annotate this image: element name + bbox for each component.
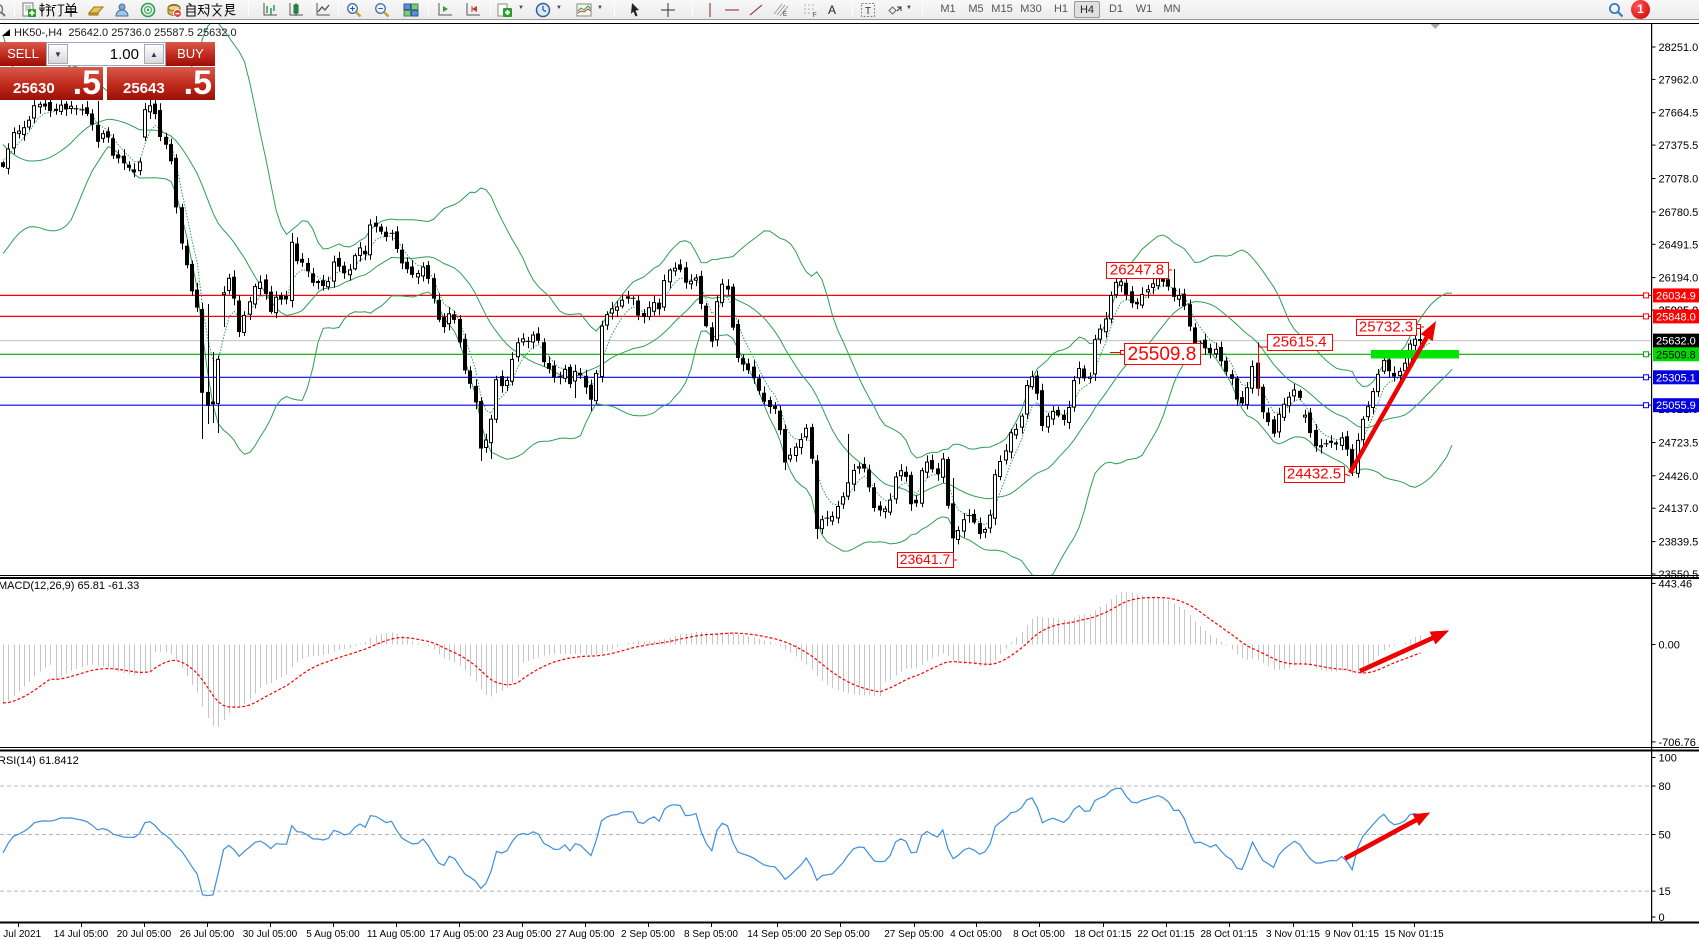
svg-text:F: F	[813, 13, 817, 18]
svg-text:14 Jul 05:00: 14 Jul 05:00	[54, 929, 109, 940]
svg-text:15: 15	[1659, 886, 1671, 898]
svg-text:11 Aug 05:00: 11 Aug 05:00	[367, 929, 426, 940]
svg-text:25615.4: 25615.4	[1272, 334, 1326, 351]
svg-text:17 Aug 05:00: 17 Aug 05:00	[430, 929, 489, 940]
svg-text:26491.5: 26491.5	[1659, 239, 1699, 251]
svg-text:8 Oct 05:00: 8 Oct 05:00	[1013, 929, 1065, 940]
svg-text:8 Sep 05:00: 8 Sep 05:00	[684, 929, 738, 940]
svg-text:27664.5: 27664.5	[1659, 108, 1699, 120]
svg-text:28251.0: 28251.0	[1659, 42, 1699, 54]
svg-text:25055.9: 25055.9	[1656, 400, 1696, 412]
svg-text:443.46: 443.46	[1659, 578, 1693, 590]
svg-text:26247.8: 26247.8	[1110, 262, 1164, 279]
svg-text:25509.8: 25509.8	[1128, 344, 1197, 365]
svg-text:18 Oct 01:15: 18 Oct 01:15	[1074, 929, 1132, 940]
svg-text:50: 50	[1659, 830, 1671, 842]
svg-text:9 Nov 01:15: 9 Nov 01:15	[1325, 929, 1379, 940]
svg-text:27078.0: 27078.0	[1659, 174, 1699, 186]
svg-text:23 Aug 05:00: 23 Aug 05:00	[493, 929, 552, 940]
svg-text:25305.1: 25305.1	[1656, 372, 1696, 384]
svg-text:25632.0: 25632.0	[1656, 336, 1696, 348]
svg-text:2 Sep 05:00: 2 Sep 05:00	[621, 929, 675, 940]
svg-text:20 Sep 05:00: 20 Sep 05:00	[810, 929, 870, 940]
svg-text:26194.0: 26194.0	[1659, 273, 1699, 285]
svg-text:27962.0: 27962.0	[1659, 74, 1699, 86]
svg-text:MACD(12,26,9) 65.81 -61.33: MACD(12,26,9) 65.81 -61.33	[0, 580, 139, 592]
svg-text:15 Nov 01:15: 15 Nov 01:15	[1384, 929, 1444, 940]
svg-text:30 Jul 05:00: 30 Jul 05:00	[243, 929, 298, 940]
svg-text:24723.5: 24723.5	[1659, 438, 1699, 450]
svg-text:-706.76: -706.76	[1659, 737, 1696, 749]
svg-text:23550.5: 23550.5	[1659, 569, 1699, 581]
svg-text:26780.5: 26780.5	[1659, 207, 1699, 219]
svg-text:25509.8: 25509.8	[1656, 349, 1696, 361]
svg-text:20 Jul 05:00: 20 Jul 05:00	[117, 929, 172, 940]
svg-text:26 Jul 05:00: 26 Jul 05:00	[180, 929, 235, 940]
svg-text:3 Nov 01:15: 3 Nov 01:15	[1266, 929, 1320, 940]
svg-text:24137.0: 24137.0	[1659, 503, 1699, 515]
svg-text:5 Aug 05:00: 5 Aug 05:00	[306, 929, 360, 940]
svg-text:27 Sep 05:00: 27 Sep 05:00	[884, 929, 944, 940]
svg-text:0: 0	[1659, 912, 1665, 924]
svg-text:22 Oct 01:15: 22 Oct 01:15	[1137, 929, 1195, 940]
svg-text:0.00: 0.00	[1659, 640, 1680, 652]
svg-text:80: 80	[1659, 781, 1671, 793]
svg-text:E: E	[783, 12, 787, 18]
svg-text:T: T	[865, 6, 871, 17]
svg-text:27 Aug 05:00: 27 Aug 05:00	[556, 929, 615, 940]
svg-text:25732.3: 25732.3	[1359, 319, 1413, 336]
svg-text:8 Jul 2021: 8 Jul 2021	[0, 929, 42, 940]
svg-text:+: +	[350, 4, 355, 14]
svg-text:23839.5: 23839.5	[1659, 537, 1699, 549]
svg-text:RSI(14) 61.8412: RSI(14) 61.8412	[0, 755, 79, 767]
svg-text:27375.5: 27375.5	[1659, 140, 1699, 152]
svg-text:25848.0: 25848.0	[1656, 311, 1696, 323]
svg-text:24426.0: 24426.0	[1659, 471, 1699, 483]
svg-text:−: −	[378, 4, 383, 14]
svg-text:100: 100	[1659, 753, 1677, 765]
svg-text:4 Oct 05:00: 4 Oct 05:00	[950, 929, 1002, 940]
svg-text:26034.9: 26034.9	[1656, 290, 1696, 302]
svg-text:HK50-,H4 25642.0 25736.0 2558: HK50-,H4 25642.0 25736.0 25587.5 25632.0	[14, 27, 237, 39]
svg-text:28 Oct 01:15: 28 Oct 01:15	[1200, 929, 1258, 940]
svg-text:24432.5: 24432.5	[1287, 466, 1341, 483]
svg-text:14 Sep 05:00: 14 Sep 05:00	[747, 929, 807, 940]
svg-text:23641.7: 23641.7	[900, 551, 951, 567]
